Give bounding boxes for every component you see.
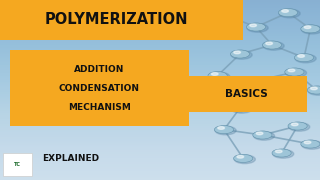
- Ellipse shape: [247, 24, 268, 32]
- Ellipse shape: [215, 126, 236, 135]
- Ellipse shape: [295, 54, 316, 63]
- Ellipse shape: [310, 87, 317, 90]
- Ellipse shape: [230, 104, 250, 112]
- Ellipse shape: [278, 8, 298, 17]
- Ellipse shape: [214, 10, 234, 19]
- Ellipse shape: [273, 150, 294, 158]
- Ellipse shape: [288, 69, 295, 72]
- Ellipse shape: [250, 78, 257, 81]
- Text: BASICS: BASICS: [225, 89, 268, 99]
- Ellipse shape: [269, 96, 291, 104]
- Ellipse shape: [250, 24, 257, 27]
- Ellipse shape: [209, 72, 230, 81]
- Text: POLYMERIZATION: POLYMERIZATION: [45, 12, 188, 27]
- Ellipse shape: [266, 42, 273, 45]
- Ellipse shape: [304, 26, 311, 28]
- Text: MECHANISM: MECHANISM: [68, 103, 131, 112]
- FancyBboxPatch shape: [10, 50, 189, 126]
- Ellipse shape: [298, 55, 305, 57]
- Ellipse shape: [218, 127, 224, 129]
- Ellipse shape: [308, 87, 320, 95]
- FancyBboxPatch shape: [0, 0, 243, 40]
- Ellipse shape: [289, 123, 310, 131]
- Ellipse shape: [246, 23, 266, 31]
- FancyBboxPatch shape: [3, 153, 32, 176]
- Ellipse shape: [230, 50, 250, 58]
- Ellipse shape: [215, 11, 236, 20]
- Ellipse shape: [282, 10, 289, 12]
- Ellipse shape: [246, 77, 266, 85]
- Ellipse shape: [234, 155, 255, 164]
- Ellipse shape: [275, 150, 282, 153]
- Ellipse shape: [294, 54, 314, 62]
- Ellipse shape: [301, 25, 320, 34]
- Ellipse shape: [301, 25, 320, 33]
- Ellipse shape: [279, 9, 300, 18]
- Text: TC: TC: [14, 162, 21, 167]
- Ellipse shape: [231, 51, 252, 59]
- FancyBboxPatch shape: [186, 76, 307, 112]
- Ellipse shape: [307, 86, 320, 94]
- Ellipse shape: [237, 155, 244, 158]
- Text: EXPLAINED: EXPLAINED: [42, 154, 99, 163]
- Ellipse shape: [269, 95, 288, 103]
- Ellipse shape: [301, 140, 320, 148]
- Ellipse shape: [212, 73, 218, 75]
- Ellipse shape: [253, 132, 275, 140]
- Ellipse shape: [234, 51, 241, 54]
- Text: CONDENSATION: CONDENSATION: [59, 84, 140, 93]
- Ellipse shape: [292, 123, 298, 126]
- Ellipse shape: [234, 105, 241, 108]
- Ellipse shape: [256, 132, 263, 135]
- Ellipse shape: [231, 105, 252, 113]
- Ellipse shape: [218, 12, 224, 14]
- Ellipse shape: [301, 141, 320, 149]
- Ellipse shape: [272, 96, 279, 99]
- Ellipse shape: [288, 122, 307, 130]
- Ellipse shape: [208, 72, 227, 80]
- Ellipse shape: [304, 141, 311, 144]
- Ellipse shape: [214, 126, 234, 134]
- Ellipse shape: [253, 131, 272, 139]
- Ellipse shape: [285, 68, 304, 76]
- Text: ADDITION: ADDITION: [74, 65, 124, 74]
- Ellipse shape: [262, 41, 282, 49]
- Ellipse shape: [234, 154, 253, 162]
- Ellipse shape: [263, 42, 284, 50]
- Ellipse shape: [247, 78, 268, 86]
- Ellipse shape: [285, 69, 307, 77]
- Ellipse shape: [272, 149, 291, 157]
